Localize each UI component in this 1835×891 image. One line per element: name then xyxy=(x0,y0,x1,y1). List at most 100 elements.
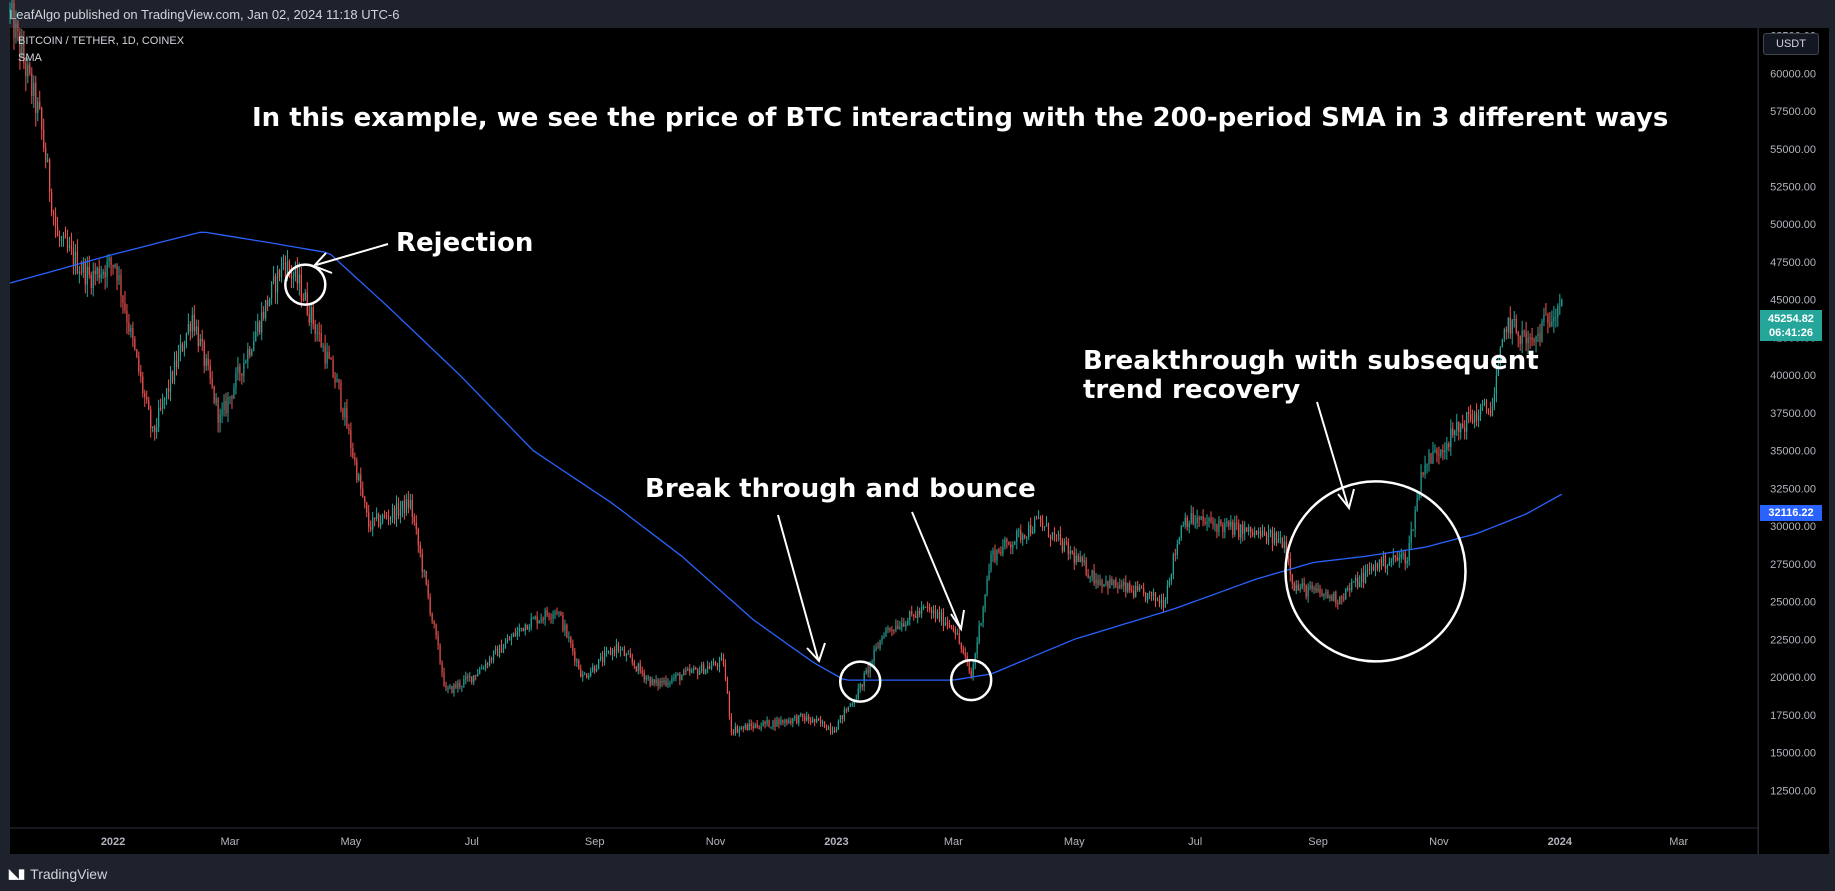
candle-body xyxy=(25,63,27,77)
candle-body xyxy=(1497,364,1499,376)
candle-body xyxy=(132,327,134,340)
candle-body xyxy=(1196,517,1198,523)
currency-button[interactable]: USDT xyxy=(1763,33,1819,55)
candle-body xyxy=(687,669,689,671)
candle-body xyxy=(1145,592,1147,601)
candle-body xyxy=(306,292,308,315)
candle-body xyxy=(506,639,509,643)
published-text: LeafAlgo published on TradingView.com, J… xyxy=(9,7,400,22)
candle-body xyxy=(114,264,116,268)
candle-body xyxy=(653,679,655,684)
candle-body xyxy=(348,428,350,431)
candle-body xyxy=(193,314,195,332)
candle-body xyxy=(516,631,518,636)
candle-body xyxy=(378,513,380,527)
candle-body xyxy=(1351,581,1353,590)
candle-body xyxy=(901,623,903,628)
candle-body xyxy=(1444,450,1446,453)
candle-body xyxy=(21,43,23,57)
candle-body xyxy=(1557,306,1559,318)
candle-body xyxy=(930,609,933,614)
candle-body xyxy=(615,644,618,653)
candle-body xyxy=(33,82,35,97)
candle-body xyxy=(197,326,199,347)
candle-body xyxy=(217,398,219,423)
candle-body xyxy=(925,606,927,608)
candle-body xyxy=(171,371,174,382)
candle-body xyxy=(1267,532,1270,543)
candle-body xyxy=(441,662,443,673)
break-arrow xyxy=(777,514,826,663)
candle-body xyxy=(1057,533,1060,536)
candle-body xyxy=(1075,555,1077,563)
candle-body xyxy=(1238,523,1240,538)
candle-body xyxy=(473,675,475,683)
candle-body xyxy=(1549,323,1551,327)
candle-body xyxy=(1022,535,1024,540)
price-axis[interactable] xyxy=(1759,28,1829,854)
candle-body xyxy=(1491,406,1494,416)
candle-body xyxy=(334,377,336,383)
candle-body xyxy=(740,727,742,730)
indicator-legend[interactable]: SMA xyxy=(18,52,42,64)
candle-body xyxy=(1014,541,1016,545)
tradingview-brand[interactable]: ◣▮ TradingView xyxy=(9,866,107,882)
sma-200-line xyxy=(9,231,1563,681)
time-tick-label: Mar xyxy=(944,836,963,848)
candle-body xyxy=(950,625,952,628)
candle-body xyxy=(1543,314,1545,322)
candle-body xyxy=(1311,585,1313,589)
breakthrough-circle xyxy=(1284,480,1467,663)
candle-body xyxy=(467,676,469,678)
candle-body xyxy=(1535,335,1537,342)
candle-body xyxy=(280,263,283,277)
time-tick-label: 2024 xyxy=(1548,836,1573,848)
candle-body xyxy=(96,267,98,274)
candle-body xyxy=(60,239,63,241)
candle-body xyxy=(627,653,629,655)
candle-body xyxy=(1099,580,1101,585)
candle-body xyxy=(843,709,845,720)
candle-body xyxy=(401,500,404,510)
price-tick-labels: 12500.00 15000.00 17500.00 20000.00 22500.00… xyxy=(1770,31,1816,798)
candle-body xyxy=(1018,530,1020,532)
candle-body xyxy=(362,488,364,497)
candle-body xyxy=(487,663,489,666)
candle-body xyxy=(1434,449,1436,452)
candle-body xyxy=(576,660,578,662)
candle-body xyxy=(80,271,82,273)
candle-body xyxy=(1438,454,1440,456)
candle-body xyxy=(877,647,879,649)
candle-body xyxy=(1135,585,1137,597)
candle-body xyxy=(839,715,841,721)
candle-body xyxy=(928,607,931,610)
candle-body xyxy=(251,350,253,356)
candle-body xyxy=(1152,592,1155,596)
candle-body xyxy=(376,513,378,520)
candle-body xyxy=(1051,532,1054,540)
breakthrough-arrow xyxy=(1316,401,1355,511)
candle-body xyxy=(572,644,574,652)
candle-body xyxy=(1154,592,1157,601)
candle-body xyxy=(372,517,374,530)
candle-body xyxy=(594,666,596,672)
candle-body xyxy=(223,400,225,410)
candle-body xyxy=(23,43,25,64)
candle-body xyxy=(718,658,721,667)
candle-body xyxy=(257,321,259,332)
candle-body xyxy=(921,607,923,614)
price-tick-label: 15000.00 xyxy=(1770,748,1816,760)
candle-body xyxy=(421,553,423,572)
candle-body xyxy=(447,688,449,690)
candle-body xyxy=(1517,332,1519,337)
candle-body xyxy=(649,677,651,686)
candle-body xyxy=(169,371,172,392)
plot-area[interactable] xyxy=(10,28,1758,854)
candle-body xyxy=(582,674,584,677)
candle-body xyxy=(1030,524,1032,534)
candle-body xyxy=(1519,336,1521,344)
symbol-legend[interactable]: BITCOIN / TETHER, 1D, COINEX xyxy=(18,35,185,47)
candle-body xyxy=(1452,428,1454,435)
candle-body xyxy=(1515,318,1517,333)
